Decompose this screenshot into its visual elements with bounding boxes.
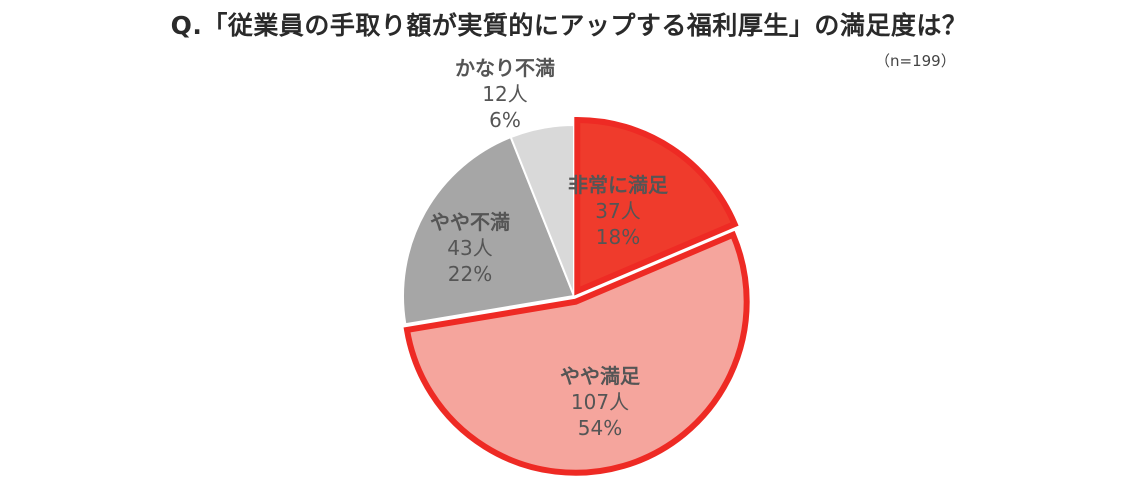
slice-label-4: かなり不満 12人 6% — [425, 55, 585, 133]
slice-name: 非常に満足 — [568, 173, 668, 197]
slice-count: 107人 — [570, 390, 630, 414]
slice-label-3: やや不満 43人 22% — [390, 209, 550, 287]
slice-percent: 54% — [577, 416, 623, 440]
slice-percent: 6% — [489, 108, 521, 132]
sample-size-note: （n=199） — [875, 52, 956, 70]
pie-slice-1 — [574, 116, 739, 296]
chart-title: Q.「従業員の手取り額が実質的にアップする福利厚生」の満足度は？ — [170, 11, 968, 40]
slice-count: 37人 — [595, 199, 641, 223]
slice-percent: 18% — [595, 225, 641, 249]
pie-slice-2 — [403, 230, 750, 476]
slice-name: やや満足 — [560, 364, 640, 388]
slice-name: かなり不満 — [455, 56, 555, 80]
slice-count: 43人 — [447, 236, 493, 260]
slice-label-1: 非常に満足 37人 18% — [538, 172, 698, 250]
slice-label-2: やや満足 107人 54% — [520, 363, 680, 441]
slice-percent: 22% — [447, 262, 493, 286]
slice-name: やや不満 — [430, 210, 510, 234]
pie-slice-4 — [509, 123, 575, 297]
pie-slice-3 — [402, 135, 576, 326]
slice-count: 12人 — [482, 82, 528, 106]
